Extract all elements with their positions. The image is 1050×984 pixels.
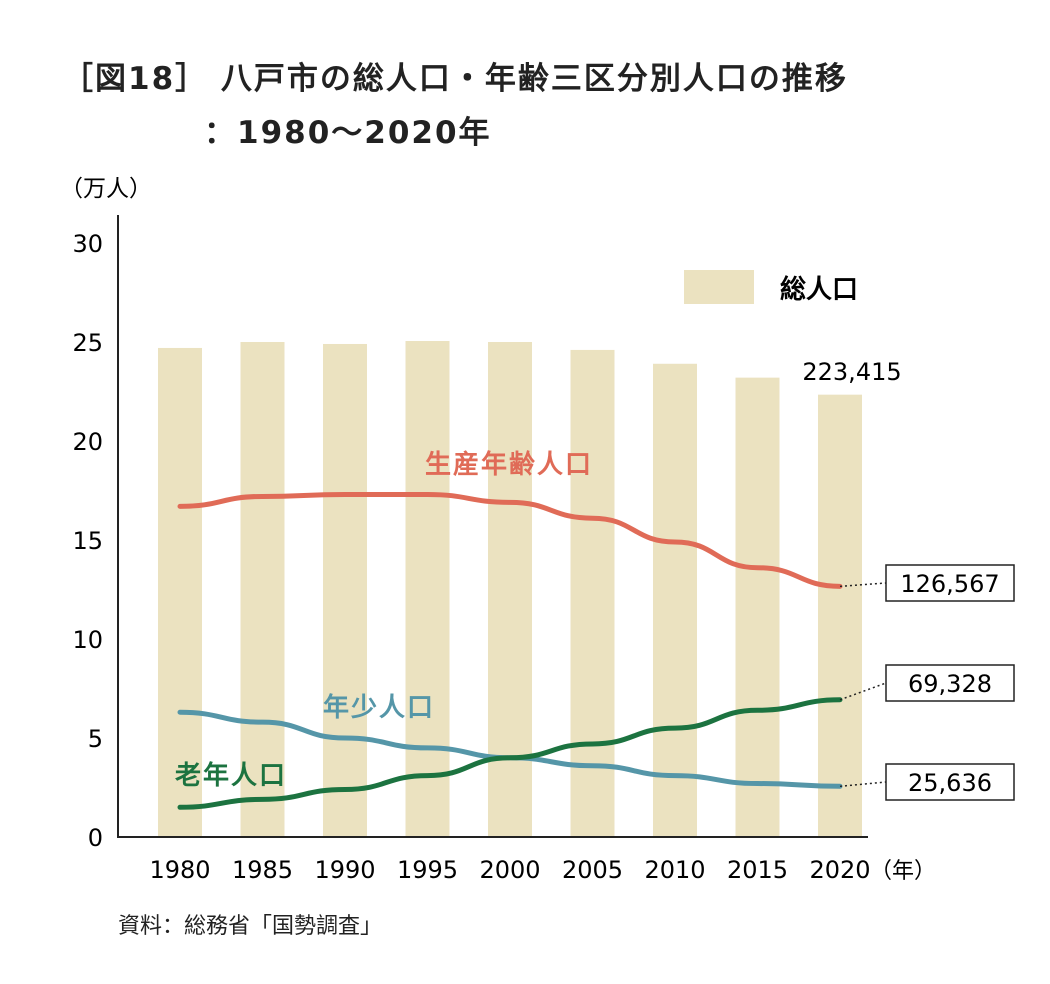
bar-2015 — [735, 377, 780, 837]
x-tick-label: 2010 — [644, 856, 705, 884]
bar-2000 — [488, 342, 532, 837]
line-1 — [177, 491, 843, 589]
bar-2005 — [570, 349, 615, 837]
y-tick-label: 10 — [72, 626, 103, 654]
y-axis-unit: （万人） — [60, 176, 152, 202]
bar-1995 — [405, 341, 450, 837]
x-tick-label: 1990 — [314, 856, 375, 884]
x-tick-label: 2000 — [479, 856, 540, 884]
leader-line-3 — [839, 682, 887, 701]
x-tick-label: 2005 — [562, 856, 623, 884]
bar-2010 — [653, 363, 697, 837]
bar-2020 — [818, 394, 862, 837]
x-tick-label: 1980 — [149, 856, 210, 884]
legend-label-total: 総人口 — [780, 274, 858, 305]
title-line-1: ［図18］ 八戸市の総人口・年齢三区分別人口の推移 — [62, 61, 848, 97]
callout-value-3: 69,328 — [908, 670, 992, 698]
callout-box-2 — [885, 763, 1015, 801]
callout-value-1: 126,567 — [900, 570, 999, 598]
x-tick-label: 2015 — [727, 856, 788, 884]
series-label-2: 年少人口 — [323, 692, 435, 723]
series-label-3: 老年人口 — [175, 760, 287, 791]
source-note: 資料：総務省「国勢調査」 — [118, 914, 383, 939]
y-tick-label: 5 — [88, 725, 103, 753]
bar-1990 — [323, 343, 367, 837]
y-tick-label: 15 — [72, 527, 103, 555]
x-axis-unit: （年） — [870, 859, 936, 884]
callout-value-2: 25,636 — [908, 769, 992, 797]
y-tick-label: 25 — [72, 329, 103, 357]
y-tick-label: 30 — [72, 230, 103, 258]
callout-box-3 — [885, 664, 1015, 702]
x-tick-label: 1995 — [397, 856, 458, 884]
callout-box-1 — [885, 564, 1015, 602]
x-tick-label: 2020 — [809, 856, 870, 884]
x-tick-label: 1985 — [232, 856, 293, 884]
y-tick-label: 20 — [72, 428, 103, 456]
bar-1980 — [158, 347, 202, 837]
bar-1985 — [240, 342, 285, 837]
title-line-2: ：1980～2020年 — [204, 115, 492, 151]
legend-swatch-total — [684, 270, 754, 304]
y-tick-label: 0 — [88, 824, 103, 852]
series-label-1: 生産年齢人口 — [425, 449, 593, 480]
chart-title: ［図18］ 八戸市の総人口・年齢三区分別人口の推移 ：1980～2020年 — [62, 52, 848, 160]
total-end-label: 223,415 — [802, 358, 901, 386]
